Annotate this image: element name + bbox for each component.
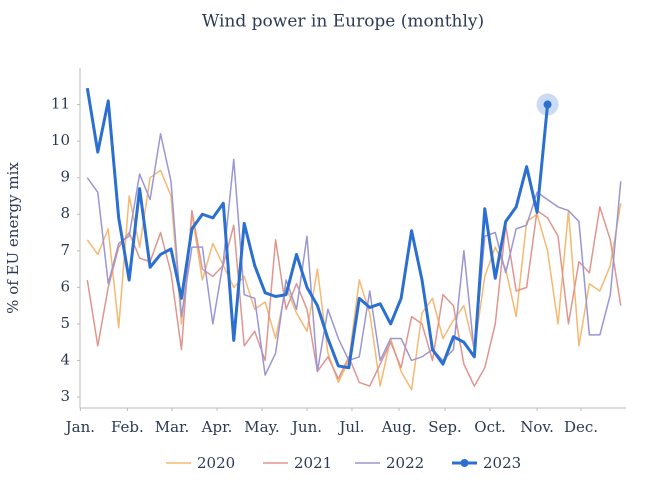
y-tick-label: 10	[51, 131, 70, 149]
highlight-point	[543, 100, 552, 109]
y-tick-label: 3	[60, 387, 70, 405]
x-tick-label: May.	[244, 418, 280, 436]
x-tick-label: Nov.	[520, 418, 554, 436]
y-tick-label: 8	[60, 204, 70, 222]
legend-label: 2020	[197, 454, 235, 472]
x-tick-label: Mar.	[155, 418, 190, 436]
series-line	[85, 87, 550, 370]
legend-label: 2022	[386, 454, 424, 472]
y-tick-label: 9	[60, 168, 70, 186]
series-line	[86, 133, 622, 376]
y-tick-label: 6	[60, 277, 70, 295]
series-line	[86, 169, 622, 391]
y-tick-label: 7	[60, 241, 70, 259]
chart-title: Wind power in Europe (monthly)	[202, 12, 484, 32]
series-line	[86, 206, 622, 387]
legend-marker	[460, 459, 469, 467]
x-tick-label: Sep.	[428, 418, 462, 436]
y-axis-label: % of EU energy mix	[4, 162, 22, 314]
legend-label: 2023	[483, 454, 521, 472]
y-tick-label: 4	[60, 350, 70, 368]
x-tick-label: Apr.	[201, 418, 233, 436]
y-tick-label: 5	[60, 314, 70, 332]
x-tick-label: Feb.	[111, 418, 144, 436]
x-tick-label: Jan.	[64, 418, 95, 436]
x-tick-label: Jun.	[290, 418, 322, 436]
x-tick-label: Oct.	[474, 418, 506, 436]
x-tick-label: Dec.	[564, 418, 598, 436]
x-tick-label: Jul.	[337, 418, 364, 436]
legend-label: 2021	[294, 454, 332, 472]
x-tick-label: Aug.	[381, 418, 417, 436]
y-tick-label: 11	[51, 95, 70, 113]
